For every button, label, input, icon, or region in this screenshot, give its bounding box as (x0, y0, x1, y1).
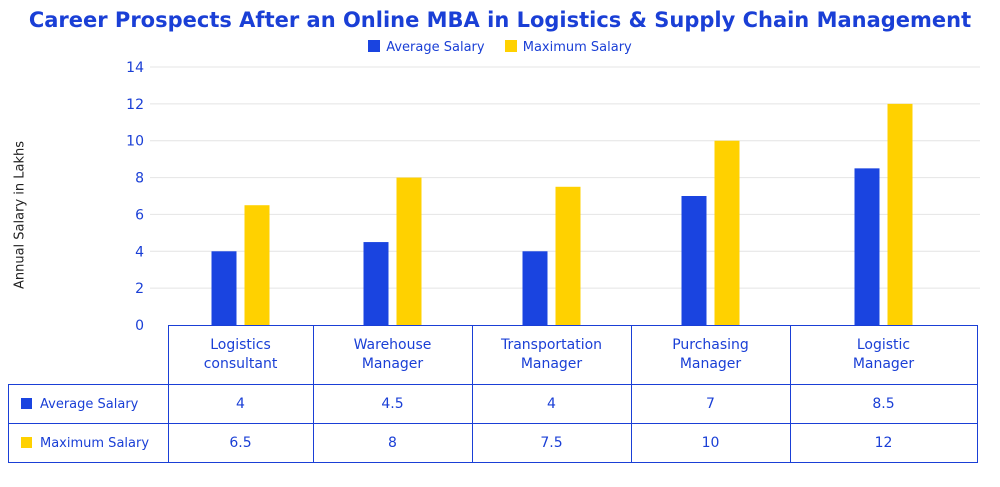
category-cell-logistics-consultant: Logistics consultant (167, 325, 314, 385)
legend-label-maximum: Maximum Salary (522, 40, 632, 55)
bar-average-2 (522, 251, 548, 325)
table-row-average: Average Salary 4 4.5 4 7 8.5 (8, 384, 978, 424)
bar-average-1 (363, 242, 389, 325)
value-cell: 8.5 (789, 384, 978, 424)
row-swatch-maximum (21, 436, 32, 448)
value-cell: 4.5 (312, 384, 473, 424)
legend-swatch-maximum (504, 40, 517, 52)
chart-title: Career Prospects After an Online MBA in … (28, 8, 972, 32)
legend-label-average: Average Salary (386, 40, 485, 55)
legend-swatch-average (368, 40, 381, 52)
y-tick-label: 4 (135, 244, 144, 260)
category-cell-warehouse-manager: Warehouse Manager (312, 325, 473, 385)
bar-maximum-0 (244, 205, 270, 325)
y-tick-label: 2 (135, 281, 144, 297)
bars (211, 103, 913, 325)
table-header-row: Logistics consultant Warehouse Manager Tra… (8, 325, 978, 385)
value-cell: 12 (789, 423, 978, 463)
bar-average-4 (854, 168, 880, 325)
legend-item-average: Average Salary (368, 40, 485, 55)
legend: Average Salary Maximum Salary (0, 40, 1000, 55)
y-tick-label: 8 (135, 171, 144, 187)
y-tick-label: 12 (126, 97, 144, 113)
y-tick-label: 10 (126, 134, 144, 150)
bar-average-0 (211, 251, 237, 325)
value-cell: 7.5 (471, 423, 632, 463)
value-cell: 7 (630, 384, 791, 424)
value-cell: 6.5 (167, 423, 314, 463)
value-cell: 8 (312, 423, 473, 463)
table-row-maximum: Maximum Salary 6.5 8 7.5 10 12 (8, 423, 978, 463)
bar-maximum-3 (714, 140, 740, 325)
category-cell-transportation-manager: Transportation Manager (471, 325, 632, 385)
bar-maximum-1 (396, 177, 422, 325)
row-label-average: Average Salary (8, 384, 169, 424)
category-cell-logistic-manager: Logistic Manager (789, 325, 978, 385)
bar-maximum-4 (887, 103, 913, 325)
category-cell-purchasing-manager: Purchasing Manager (630, 325, 791, 385)
row-label-maximum: Maximum Salary (8, 423, 169, 463)
value-cell: 4 (471, 384, 632, 424)
bar-maximum-2 (555, 186, 581, 325)
y-tick-label: 6 (135, 207, 144, 223)
bar-average-3 (681, 196, 707, 325)
value-cell: 4 (167, 384, 314, 424)
row-swatch-average (21, 397, 32, 409)
table-corner (8, 325, 169, 385)
y-tick-label: 14 (126, 60, 144, 76)
legend-item-maximum: Maximum Salary (504, 40, 632, 55)
value-cell: 10 (630, 423, 791, 463)
data-table: Logistics consultant Warehouse Manager Tra… (8, 325, 978, 463)
